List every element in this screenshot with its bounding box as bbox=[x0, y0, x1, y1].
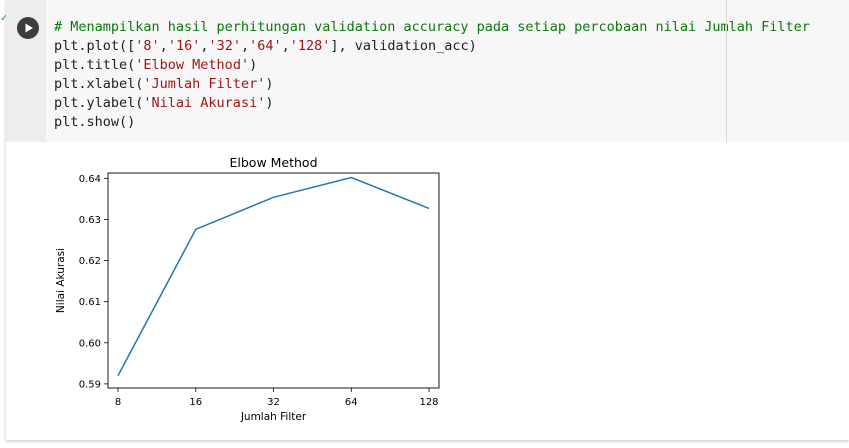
code-token: , bbox=[200, 38, 209, 54]
y-tick-label: 0.60 bbox=[79, 338, 101, 349]
code-line: plt.plot(['8','16','32','64','128'], val… bbox=[54, 37, 724, 56]
code-token: , bbox=[159, 38, 168, 54]
chart-title: Elbow Method bbox=[229, 155, 317, 170]
code-line: plt.ylabel('Nilai Akurasi') bbox=[54, 94, 724, 113]
y-tick-label: 0.62 bbox=[79, 256, 101, 267]
code-comment: # Menampilkan hasil perhitungan validati… bbox=[54, 19, 810, 35]
code-token: ) bbox=[249, 57, 258, 73]
code-token: plt.plot([ bbox=[54, 38, 136, 54]
x-tick-label: 128 bbox=[419, 397, 438, 408]
code-string: 'Jumlah Filter' bbox=[143, 76, 266, 92]
code-token: plt.show() bbox=[54, 114, 136, 130]
x-tick-label: 32 bbox=[267, 397, 280, 408]
x-tick-label: 8 bbox=[115, 397, 121, 408]
x-axis-label: Jumlah Filter bbox=[240, 411, 307, 423]
code-line: plt.show() bbox=[54, 113, 724, 132]
code-token: ], validation_acc) bbox=[330, 38, 477, 54]
code-lines[interactable]: # Menampilkan hasil perhitungan validati… bbox=[54, 18, 810, 132]
series-line bbox=[117, 176, 430, 377]
code-token: , bbox=[281, 38, 290, 54]
y-axis-label: Nilai Akurasi bbox=[55, 248, 67, 313]
check-icon: ✓ bbox=[0, 13, 9, 24]
code-line: plt.xlabel('Jumlah Filter') bbox=[54, 75, 724, 94]
y-tick-label: 0.64 bbox=[79, 174, 101, 185]
code-string: '16' bbox=[167, 38, 201, 54]
line-length-ruler bbox=[726, 0, 727, 142]
code-line: # Menampilkan hasil perhitungan validati… bbox=[54, 18, 810, 37]
plot-frame bbox=[107, 172, 440, 389]
y-tick-label: 0.59 bbox=[79, 379, 101, 390]
code-line: plt.title('Elbow Method') bbox=[54, 56, 724, 75]
code-token: , bbox=[240, 38, 250, 54]
code-editor[interactable] bbox=[6, 0, 849, 142]
code-token: plt.xlabel( bbox=[54, 76, 144, 92]
code-string: '32' bbox=[208, 38, 241, 54]
play-icon bbox=[25, 23, 33, 33]
code-token: plt.title( bbox=[54, 57, 136, 73]
code-token: ) bbox=[265, 95, 274, 111]
code-string: '8' bbox=[135, 38, 160, 54]
y-tick-label: 0.63 bbox=[79, 215, 101, 226]
code-string: '128' bbox=[289, 38, 331, 54]
elbow-chart: Elbow Method Jumlah Filter Nilai Akurasi… bbox=[55, 155, 440, 423]
code-string: 'Nilai Akurasi' bbox=[143, 95, 266, 111]
y-tick-label: 0.61 bbox=[79, 297, 101, 308]
x-tick-label: 16 bbox=[189, 397, 202, 408]
code-string: 'Elbow Method' bbox=[135, 57, 250, 73]
code-token: ) bbox=[265, 76, 274, 92]
code-string: '64' bbox=[249, 38, 282, 54]
run-cell-button[interactable] bbox=[17, 17, 39, 39]
code-token: plt.ylabel( bbox=[54, 95, 144, 111]
cell-output: Elbow Method Jumlah Filter Nilai Akurasi… bbox=[6, 142, 849, 440]
x-tick-label: 64 bbox=[345, 397, 358, 408]
